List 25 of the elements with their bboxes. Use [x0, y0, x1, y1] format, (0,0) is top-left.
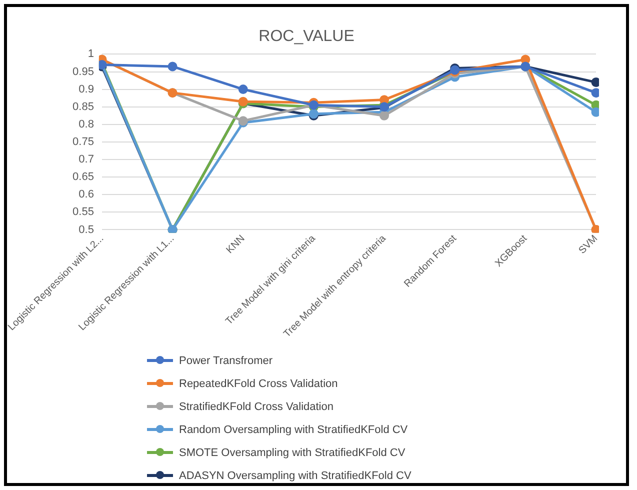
legend-label: StratifiedKFold Cross Validation	[179, 400, 334, 412]
legend-label: Power Transfromer	[179, 354, 273, 366]
point	[520, 54, 530, 64]
y-tick-label: 0.55	[72, 206, 94, 218]
legend-label: RepeatedKFold Cross Validation	[179, 378, 338, 390]
legend-label: SMOTE Oversampling with StratifiedKFold CV	[179, 446, 406, 458]
point	[591, 78, 599, 88]
point	[591, 100, 599, 110]
y-tick-label: 0.7	[78, 154, 94, 166]
y-tick-label: 0.9	[78, 83, 94, 96]
point	[380, 110, 390, 120]
point	[380, 95, 390, 105]
y-tick-label: 1	[88, 48, 94, 60]
legend-label: Random Oversampling with StratifiedKFold CV	[179, 424, 408, 436]
y-tick-label: 0.85	[72, 100, 94, 113]
point	[168, 62, 178, 72]
y-tick-label: 0.75	[72, 136, 94, 148]
y-tick-label: 0.5	[78, 224, 94, 236]
chart-title: ROC_VALUE	[258, 28, 354, 46]
y-tick-label: 0.95	[72, 66, 94, 78]
y-tick-label: 0.6	[78, 188, 94, 201]
legend-label: ADASYN Oversampling with StratifiedKFold CV	[179, 470, 412, 482]
y-tick-label: 0.8	[78, 118, 94, 130]
y-tick-label: 0.65	[72, 171, 94, 184]
point	[238, 84, 248, 94]
